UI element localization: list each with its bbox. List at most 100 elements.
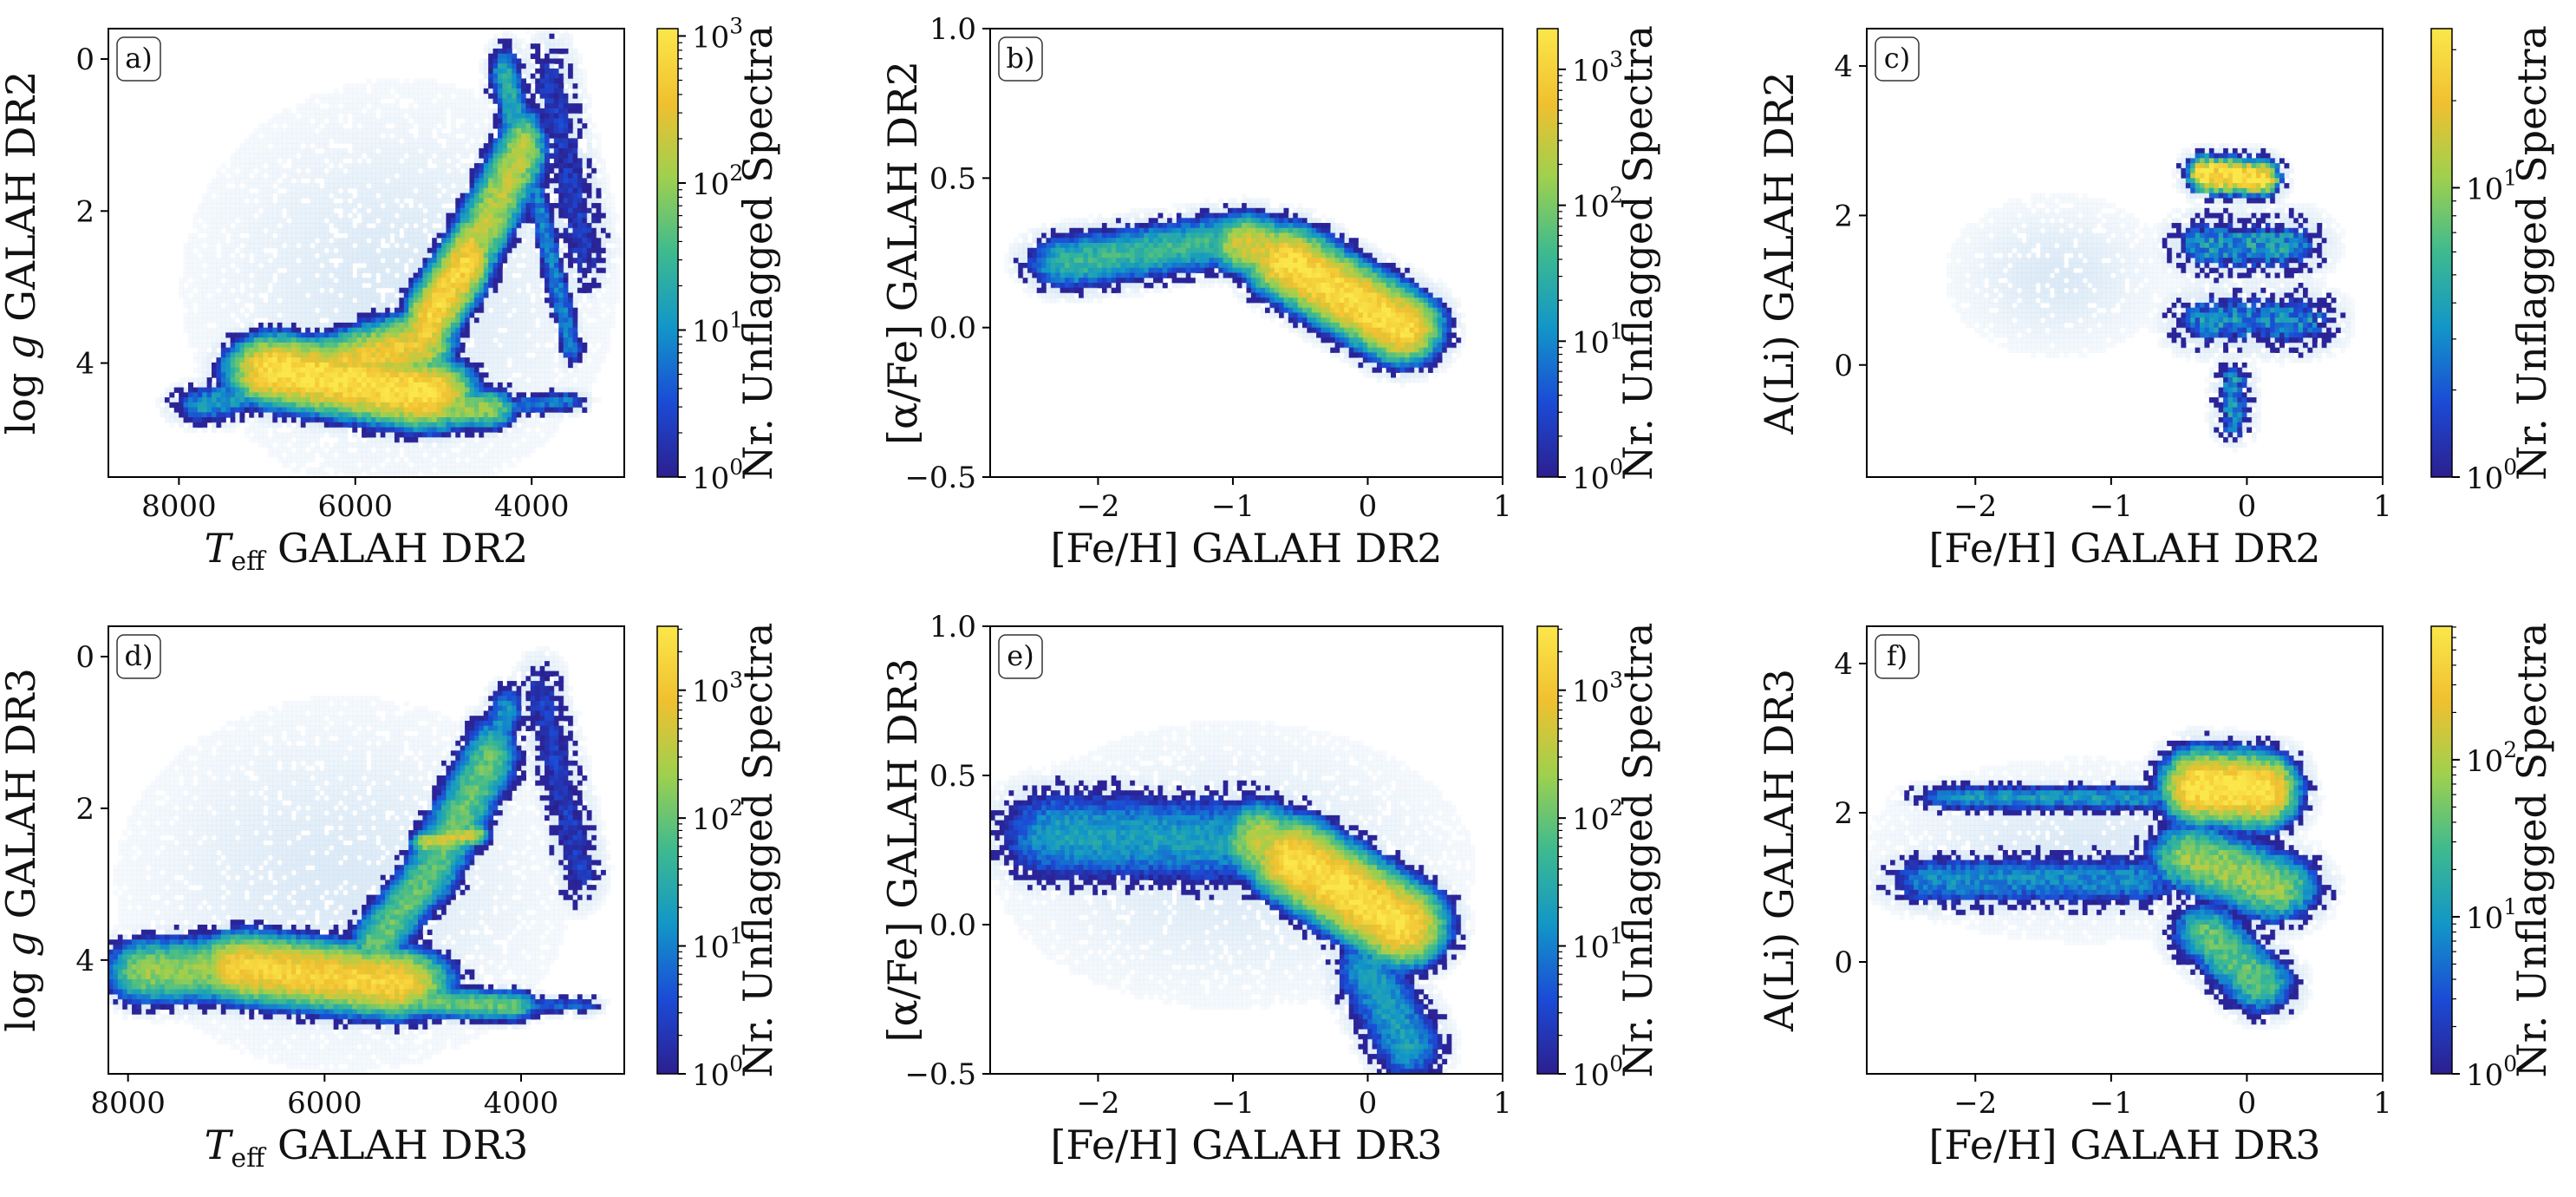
heatmap-bin: [436, 103, 442, 109]
heatmap-bin: [610, 317, 616, 324]
heatmap-bin: [394, 352, 400, 358]
heatmap-bin: [492, 317, 499, 324]
heatmap-bin: [535, 113, 541, 119]
heatmap-bin: [225, 227, 232, 234]
heatmap-bin: [615, 278, 621, 284]
heatmap-bin: [362, 362, 368, 369]
heatmap-bin: [521, 53, 527, 60]
heatmap-bin: [418, 387, 424, 393]
heatmap-bin: [572, 147, 578, 154]
heatmap-bin: [553, 232, 559, 239]
heatmap-bin: [329, 392, 335, 398]
heatmap-bin: [333, 223, 339, 229]
heatmap-bin: [216, 292, 222, 298]
heatmap-bin: [413, 272, 419, 278]
heatmap-bin: [455, 267, 461, 274]
heatmap-bin: [553, 327, 559, 334]
heatmap-bin: [352, 123, 358, 129]
heatmap-bin: [473, 357, 479, 363]
heatmap-bin: [305, 203, 311, 209]
heatmap-bin: [432, 183, 438, 189]
heatmap-bin: [389, 322, 395, 329]
heatmap-bin: [460, 278, 466, 284]
heatmap-bin: [521, 147, 527, 154]
heatmap-bin: [558, 307, 564, 314]
heatmap-bin: [366, 203, 372, 209]
heatmap-bin: [568, 173, 574, 179]
heatmap-bin: [586, 372, 592, 378]
heatmap-bin: [577, 108, 583, 114]
heatmap-bin: [380, 183, 386, 189]
heatmap-bin: [530, 337, 536, 343]
heatmap-bin: [502, 138, 508, 144]
heatmap-bin: [342, 103, 349, 109]
heatmap-bin: [380, 267, 386, 274]
heatmap-bin: [539, 367, 545, 373]
heatmap-bin: [183, 312, 189, 318]
heatmap-bin: [455, 362, 461, 369]
heatmap-bin: [492, 98, 499, 104]
heatmap-bin: [465, 317, 471, 324]
heatmap-bin: [422, 238, 428, 244]
heatmap-bin: [258, 372, 264, 378]
heatmap-bin: [356, 98, 362, 104]
heatmap-bin: [399, 382, 405, 389]
heatmap-bin: [362, 98, 368, 104]
heatmap-bin: [479, 93, 485, 100]
heatmap-bin: [206, 198, 212, 204]
heatmap-bin: [600, 272, 606, 278]
heatmap-bin: [460, 183, 466, 189]
heatmap-bin: [249, 232, 255, 239]
heatmap-bin: [333, 357, 339, 363]
heatmap-bin: [352, 83, 358, 89]
heatmap-bin: [521, 332, 527, 338]
heatmap-bin: [263, 267, 269, 274]
heatmap-bin: [432, 347, 438, 353]
heatmap-bin: [516, 357, 522, 363]
heatmap-bin: [272, 317, 278, 324]
heatmap-bin: [432, 262, 438, 269]
heatmap-bin: [418, 267, 424, 274]
heatmap-bin: [394, 123, 400, 129]
heatmap-bin: [450, 258, 456, 264]
heatmap-bin: [342, 227, 349, 234]
heatmap-bin: [290, 252, 297, 258]
heatmap-bin: [239, 357, 245, 363]
heatmap-bin: [492, 342, 499, 349]
heatmap-bin: [342, 292, 349, 298]
heatmap-bin: [342, 392, 349, 398]
heatmap-bin: [577, 317, 583, 324]
heatmap-bin: [512, 128, 518, 134]
heatmap-bin: [370, 262, 376, 269]
heatmap-bin: [553, 118, 559, 124]
heatmap-bin: [432, 83, 438, 89]
heatmap-bin: [465, 193, 471, 199]
heatmap-bin: [225, 332, 232, 338]
heatmap-bin: [450, 322, 456, 329]
heatmap-bin: [488, 38, 494, 44]
heatmap-bin: [253, 143, 259, 149]
heatmap-bin: [342, 327, 349, 334]
heatmap-bin: [212, 203, 218, 209]
heatmap-bin: [545, 367, 551, 373]
heatmap-bin: [450, 317, 456, 324]
heatmap-bin: [469, 203, 475, 209]
heatmap-bin: [338, 357, 344, 363]
heatmap-bin: [545, 103, 551, 109]
heatmap-bin: [329, 167, 335, 174]
heatmap-bin: [403, 123, 409, 129]
heatmap-bin: [370, 173, 376, 179]
heatmap-bin: [563, 292, 569, 298]
heatmap-bin: [300, 347, 306, 353]
heatmap-bin: [187, 307, 193, 314]
heatmap-bin: [488, 167, 494, 174]
heatmap-bin: [479, 203, 485, 209]
heatmap-bin: [591, 223, 597, 229]
heatmap-bin: [483, 342, 489, 349]
heatmap-bin: [300, 287, 306, 294]
heatmap-bin: [506, 223, 512, 229]
heatmap-bin: [418, 342, 424, 349]
heatmap-bin: [436, 252, 442, 258]
heatmap-bin: [375, 232, 382, 239]
heatmap-bin: [305, 158, 311, 164]
